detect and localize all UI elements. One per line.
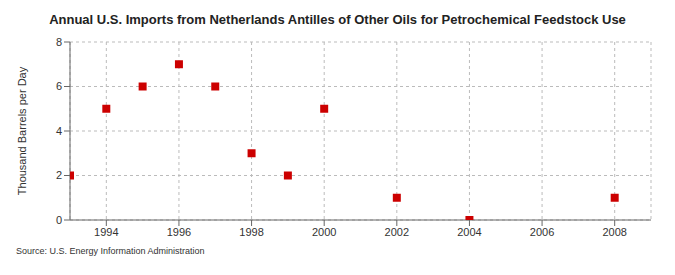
svg-text:4: 4: [56, 125, 62, 137]
html-text:Annual U.S. Imports from Nethe: Annual U.S. Imports from Netherlands Ant…: [49, 12, 626, 27]
svg-text:1996: 1996: [167, 226, 191, 238]
svg-text:2: 2: [56, 169, 62, 181]
svg-text:2008: 2008: [602, 226, 626, 238]
svg-text:1994: 1994: [94, 226, 118, 238]
svg-text:2004: 2004: [457, 226, 481, 238]
svg-text:Thousand Barrels per Day: Thousand Barrels per Day: [16, 66, 28, 195]
svg-text:1998: 1998: [239, 226, 263, 238]
svg-text:8: 8: [56, 36, 62, 48]
svg-text:2006: 2006: [530, 226, 554, 238]
html-text:Source: U.S. Energy Informatio: Source: U.S. Energy Information Administ…: [16, 246, 205, 256]
svg-text:2000: 2000: [312, 226, 336, 238]
svg-text:2002: 2002: [385, 226, 409, 238]
svg-text:0: 0: [56, 214, 62, 226]
svg-text:6: 6: [56, 80, 62, 92]
